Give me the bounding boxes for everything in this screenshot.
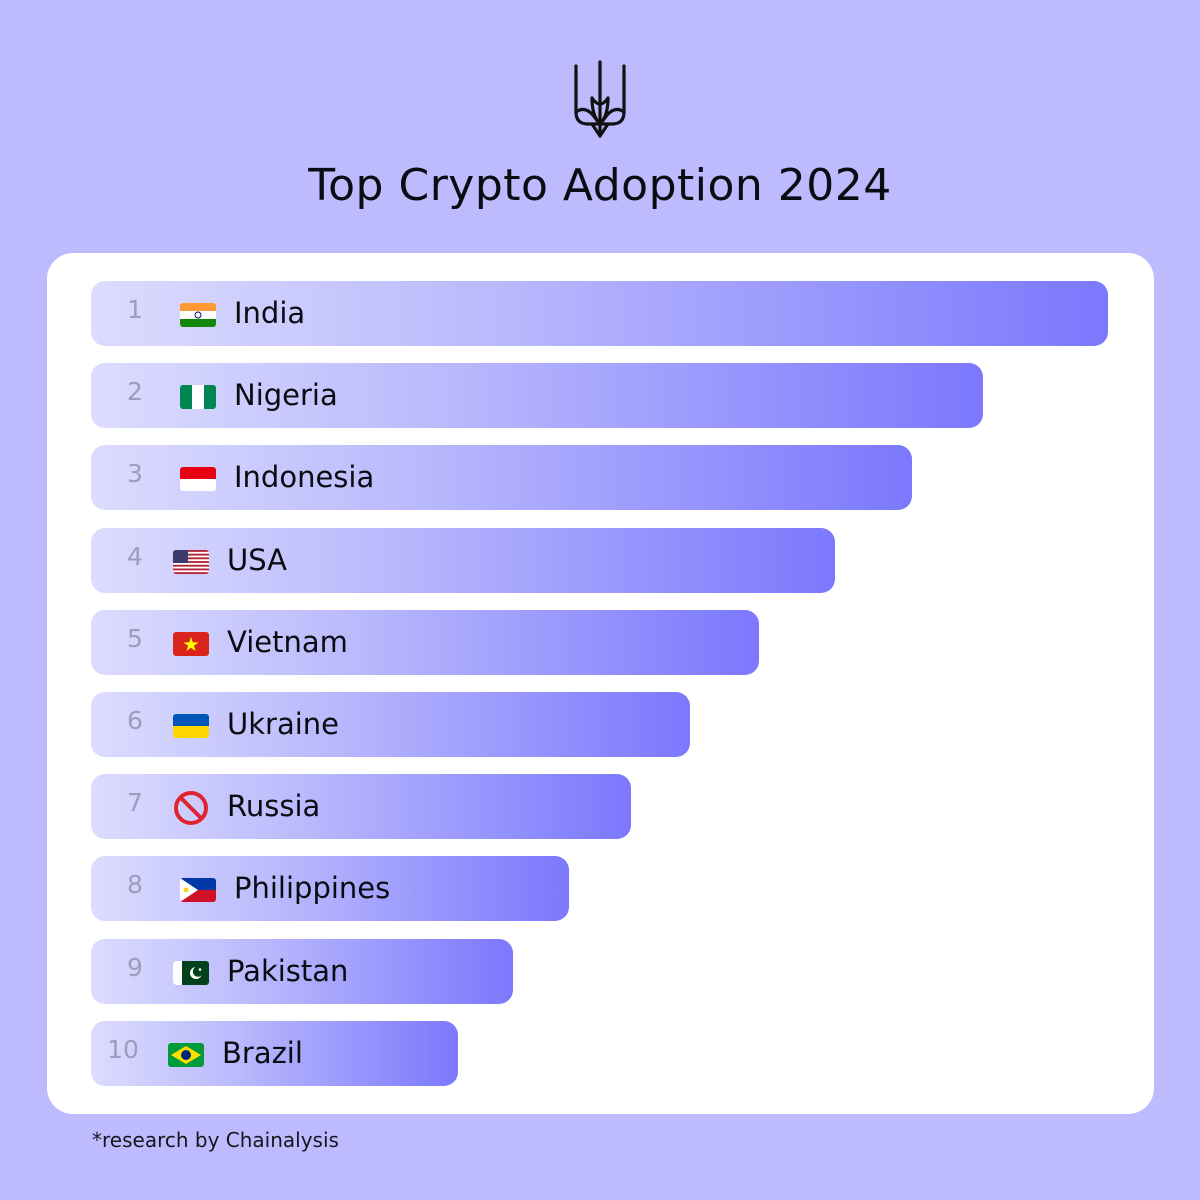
rank-label: 8: [127, 870, 143, 900]
rank-label: 1: [127, 295, 143, 324]
rank-label: 4: [127, 541, 143, 571]
rank-label: 3: [127, 459, 143, 489]
bar-vietnam: 5 Vietnam: [91, 609, 759, 675]
country-label: Vietnam: [227, 624, 348, 659]
bar-usa: 4 USA: [91, 527, 835, 593]
rank-label: 2: [127, 377, 143, 407]
country-label: India: [234, 296, 306, 330]
usa-flag-icon: [173, 549, 209, 574]
brazil-flag-icon: [168, 1042, 204, 1067]
ranking-panel: 1 India 2 Nigeria 3 Indonesia 4 USA 5 Vietnam 6 Ukr…: [47, 253, 1154, 1114]
vietnam-flag-icon: [173, 631, 209, 656]
rank-label: 10: [107, 1034, 139, 1064]
rank-label: 5: [127, 623, 143, 653]
india-flag-icon: [180, 303, 216, 327]
nigeria-flag-icon: [180, 385, 216, 410]
rank-label: 7: [127, 788, 143, 818]
ukraine-trident-icon: [574, 60, 626, 138]
country-label: Brazil: [222, 1035, 303, 1070]
country-label: Indonesia: [234, 460, 375, 495]
rank-label: 6: [127, 706, 143, 735]
page-title: Top Crypto Adoption 2024: [308, 160, 892, 211]
country-label: Nigeria: [234, 378, 338, 413]
philippines-flag-icon: [180, 878, 216, 903]
country-label: Ukraine: [227, 707, 339, 741]
bar-russia: 7 Russia: [91, 774, 631, 840]
bar-indonesia: 3 Indonesia: [91, 445, 912, 511]
bar-india: 1 India: [91, 281, 1108, 346]
indonesia-flag-icon: [180, 467, 216, 492]
pakistan-flag-icon: [173, 960, 209, 985]
rank-label: 9: [127, 952, 143, 982]
bar-ukraine: 6 Ukraine: [91, 692, 690, 757]
country-label: Pakistan: [227, 953, 349, 988]
country-label: USA: [227, 542, 288, 577]
prohibited-icon: [173, 790, 209, 826]
source-footnote: *research by Chainalysis: [92, 1128, 339, 1152]
country-label: Philippines: [234, 871, 391, 906]
bar-philippines: 8 Philippines: [91, 856, 569, 922]
bar-nigeria: 2 Nigeria: [91, 363, 983, 429]
bar-brazil: 10 Brazil: [91, 1020, 458, 1086]
country-label: Russia: [227, 789, 321, 824]
ukraine-flag-icon: [173, 714, 209, 738]
bar-pakistan: 9 Pakistan: [91, 938, 513, 1004]
